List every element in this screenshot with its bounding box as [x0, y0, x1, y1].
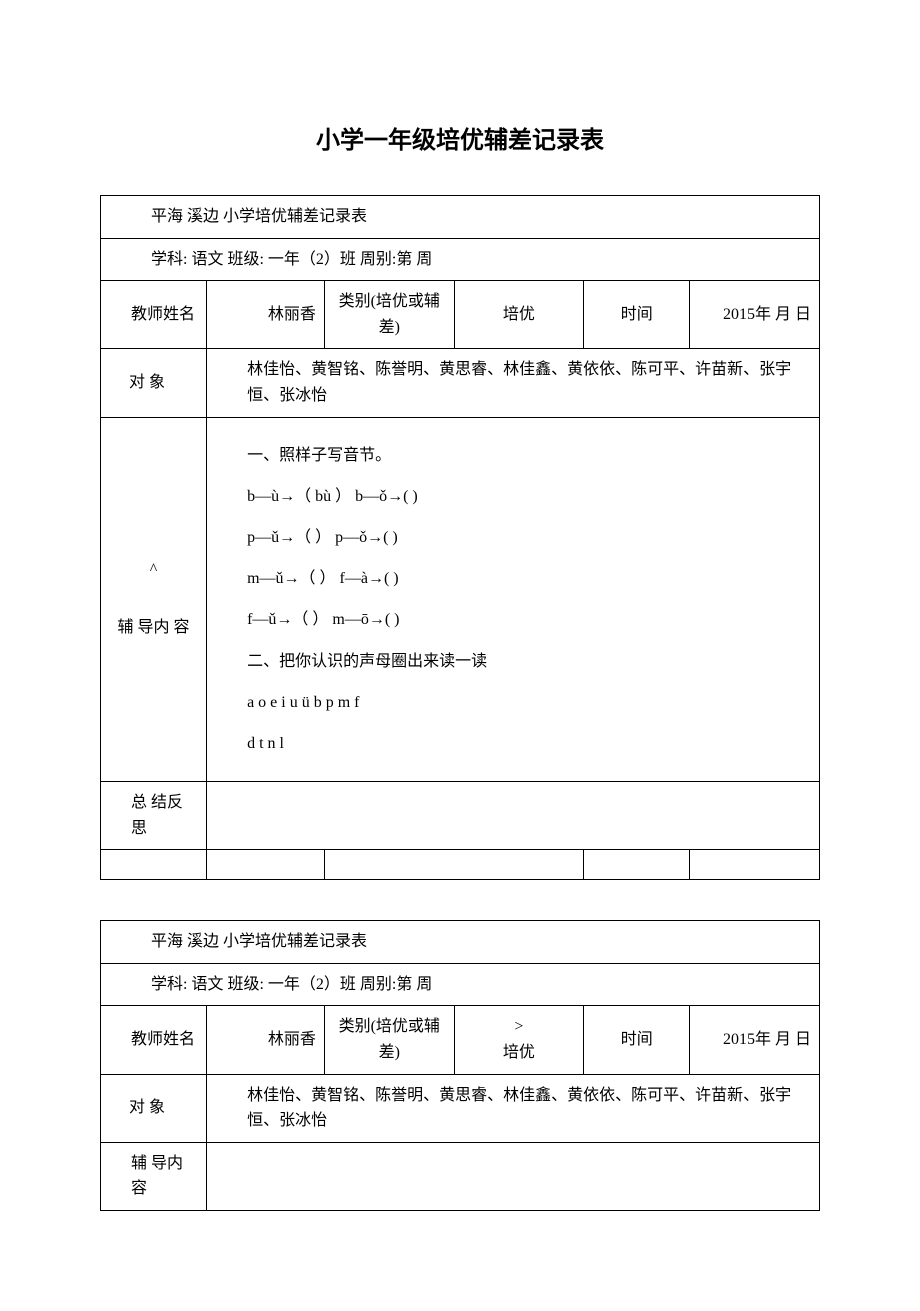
record-table-1: 平海 溪边 小学培优辅差记录表 学科: 语文 班级: 一年（2）班 周别:第 周…: [100, 195, 820, 880]
time-label: 时间: [584, 281, 690, 349]
page-title: 小学一年级培优辅差记录表: [100, 120, 820, 155]
content-line: d t n l: [247, 726, 811, 761]
content-line: m—ǔ→（ ） f—à→( ): [247, 561, 811, 596]
guide-content: 一、照样子写音节。 b—ù→（ bù ） b—ǒ→( ) p—ǔ→（ ） p—ǒ…: [207, 417, 820, 782]
guide-label: 辅 导内 容: [101, 1142, 207, 1210]
school-header: 平海 溪边 小学培优辅差记录表: [101, 196, 820, 239]
target-value: 林佳怡、黄智铭、陈誉明、黄思睿、林佳鑫、黄依依、陈可平、许苗新、张宇恒、张冰怡: [207, 349, 820, 417]
guide-label: ^ 辅 导内 容: [101, 417, 207, 782]
time-label: 时间: [584, 1006, 690, 1074]
teacher-name: 林丽香: [207, 1006, 325, 1074]
content-line: 一、照样子写音节。: [247, 438, 811, 473]
subject-line: 学科: 语文 班级: 一年（2）班 周别:第 周: [101, 963, 820, 1006]
guide-content: [207, 1142, 820, 1210]
school-header: 平海 溪边 小学培优辅差记录表: [101, 921, 820, 964]
summary-label: 总 结反 思: [101, 782, 207, 850]
type-label: 类别(培优或辅差): [324, 1006, 454, 1074]
subject-line: 学科: 语文 班级: 一年（2）班 周别:第 周: [101, 238, 820, 281]
teacher-label: 教师姓名: [101, 281, 207, 349]
record-table-2: 平海 溪边 小学培优辅差记录表 学科: 语文 班级: 一年（2）班 周别:第 周…: [100, 920, 820, 1211]
content-line: p—ǔ→（ ） p—ǒ→( ): [247, 520, 811, 555]
content-line: b—ù→（ bù ） b—ǒ→( ): [247, 479, 811, 514]
type-value: > 培优: [454, 1006, 584, 1074]
content-line: a o e i u ü b p m f: [247, 685, 811, 720]
target-value: 林佳怡、黄智铭、陈誉明、黄思睿、林佳鑫、黄依依、陈可平、许苗新、张宇恒、张冰怡: [207, 1074, 820, 1142]
date-value: 2015年 月 日: [690, 1006, 820, 1074]
date-value: 2015年 月 日: [690, 281, 820, 349]
type-value: 培优: [454, 281, 584, 349]
content-line: f—ǔ→（ ） m—ō→( ): [247, 602, 811, 637]
summary-content: [207, 782, 820, 850]
type-label: 类别(培优或辅差): [324, 281, 454, 349]
target-label: 对 象: [101, 1074, 207, 1142]
teacher-label: 教师姓名: [101, 1006, 207, 1074]
content-line: 二、把你认识的声母圈出来读一读: [247, 644, 811, 679]
empty-cell: [324, 850, 583, 880]
empty-cell: [584, 850, 690, 880]
teacher-name: 林丽香: [207, 281, 325, 349]
empty-cell: [101, 850, 207, 880]
empty-cell: [690, 850, 820, 880]
target-label: 对 象: [101, 349, 207, 417]
empty-cell: [207, 850, 325, 880]
